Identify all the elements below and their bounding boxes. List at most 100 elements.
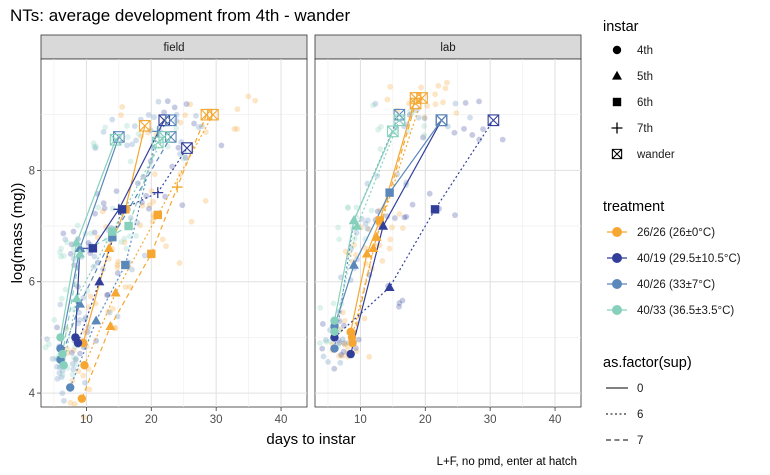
individual-point: [409, 201, 416, 208]
individual-point: [386, 245, 393, 252]
individual-point: [336, 339, 343, 346]
legend: instar 4th 5th 6th 7th wander treatment 26/2…: [603, 19, 741, 447]
individual-point: [125, 134, 131, 140]
individual-point: [69, 371, 76, 378]
legend-treatment-dot: [612, 305, 622, 315]
individual-point: [442, 85, 449, 92]
data-marker: [375, 216, 385, 225]
individual-point: [353, 204, 360, 211]
individual-point: [62, 236, 69, 243]
individual-point: [95, 204, 102, 211]
x-axis-label: days to instar: [266, 431, 355, 448]
x-tick-label: 30: [484, 414, 497, 426]
individual-point: [135, 180, 141, 187]
individual-point: [252, 97, 259, 104]
legend-treatment-title: treatment: [603, 199, 664, 215]
individual-point: [123, 245, 130, 252]
individual-point: [195, 124, 202, 131]
legend-treatment-label: 40/19 (29.5±10.5°C): [637, 253, 741, 265]
individual-point: [42, 344, 49, 351]
individual-point: [122, 284, 129, 291]
individual-point: [93, 143, 99, 150]
individual-point: [461, 125, 467, 132]
individual-point: [105, 308, 112, 315]
data-marker: [181, 142, 193, 154]
individual-point: [81, 414, 87, 421]
individual-point: [164, 98, 171, 105]
y-tick-label: 6: [29, 277, 35, 289]
strip-field-label: field: [163, 42, 184, 54]
individual-point: [341, 340, 348, 346]
legend-instar-key: [612, 97, 622, 107]
individual-point: [396, 211, 403, 217]
individual-point: [119, 103, 126, 110]
individual-point: [118, 112, 124, 119]
individual-point: [91, 229, 98, 236]
individual-point: [102, 124, 109, 131]
individual-point: [61, 397, 67, 404]
individual-point: [421, 115, 428, 122]
individual-point: [121, 235, 128, 242]
data-marker: [105, 321, 116, 330]
individual-point: [54, 324, 60, 331]
individual-point: [325, 359, 332, 365]
data-marker: [108, 227, 117, 236]
data-marker: [80, 361, 89, 370]
x-ticks-field: 10 20 30 40: [80, 407, 287, 426]
individual-point: [81, 316, 88, 323]
individual-point: [231, 125, 238, 132]
individual-point: [469, 132, 476, 138]
individual-point: [54, 375, 61, 382]
data-marker: [384, 282, 395, 291]
individual-point: [75, 368, 82, 374]
individual-point: [177, 119, 184, 126]
individual-point: [330, 300, 337, 307]
individual-point: [155, 98, 162, 105]
individual-point: [58, 295, 65, 302]
individual-point: [440, 99, 446, 106]
individual-point: [372, 100, 379, 107]
individual-point: [114, 264, 121, 271]
individual-point: [124, 142, 131, 149]
individual-point: [57, 301, 64, 308]
individual-point: [133, 137, 139, 144]
chart-title: NTs: average development from 4th - wand…: [10, 6, 351, 25]
individual-point: [375, 126, 382, 133]
series-line: [333, 119, 442, 327]
individual-point: [49, 355, 56, 362]
data-marker: [330, 327, 339, 337]
legend-sup-label: 0: [637, 383, 643, 395]
markers-field: [56, 108, 219, 403]
individual-point: [361, 315, 368, 322]
plot-area-lab: [314, 58, 582, 408]
data-marker: [361, 248, 372, 258]
individual-point: [151, 114, 157, 121]
individual-point: [336, 353, 342, 359]
individual-point: [100, 129, 107, 135]
individual-point: [54, 363, 61, 370]
data-marker: [200, 108, 213, 121]
data-marker: [330, 344, 339, 353]
individual-point: [366, 353, 373, 360]
individual-point: [57, 249, 63, 256]
individual-point: [127, 158, 134, 165]
individual-point: [109, 116, 116, 123]
individual-point: [80, 372, 87, 379]
individual-point: [399, 225, 406, 232]
x-tick-label: 20: [145, 414, 158, 426]
individual-point: [74, 222, 81, 229]
individual-point: [137, 222, 144, 229]
individual-point: [114, 313, 121, 320]
strip-field: [40, 34, 308, 60]
legend-instar-key: [612, 70, 622, 80]
data-marker: [164, 114, 177, 127]
data-marker: [153, 210, 162, 220]
individual-point: [341, 340, 347, 347]
legend-instar-label: 7th: [637, 123, 653, 135]
individual-point: [418, 84, 425, 91]
individual-point: [70, 347, 77, 354]
individual-point: [378, 123, 384, 130]
individual-point: [193, 112, 199, 119]
individual-point: [340, 309, 346, 316]
strip-lab-label: lab: [440, 42, 455, 54]
